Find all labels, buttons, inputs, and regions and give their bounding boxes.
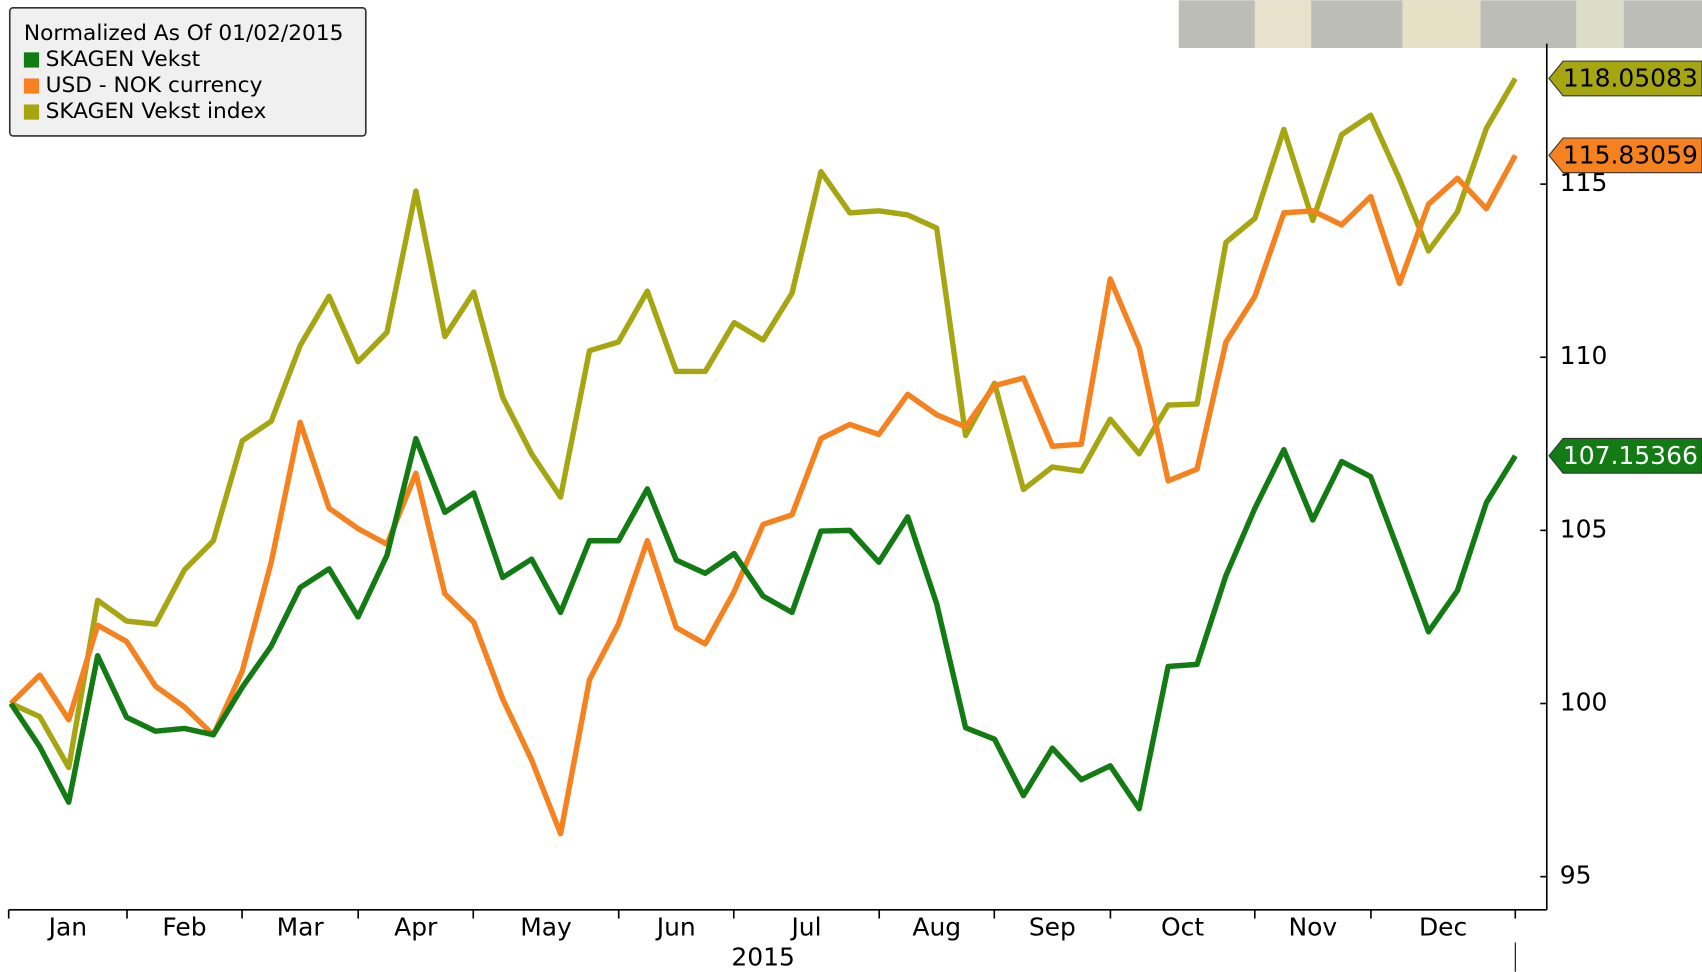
x-tick-label: Mar <box>277 912 325 941</box>
x-axis-label: 2015 <box>731 943 795 972</box>
legend-swatch <box>24 78 39 93</box>
series-line <box>11 78 1515 767</box>
x-tick-label: Oct <box>1161 912 1204 941</box>
x-tick-label: Jun <box>655 912 696 941</box>
photo <box>1179 0 1702 48</box>
legend-label: SKAGEN Vekst index <box>46 99 267 124</box>
x-tick-label: Nov <box>1289 912 1338 941</box>
x-tick-label: Dec <box>1419 912 1467 941</box>
legend-swatch <box>24 52 39 67</box>
chart: 95100105110115JanFebMarAprMayJunJulAugSe… <box>0 0 1702 972</box>
legend: Normalized As Of 01/02/2015 SKAGEN Vekst… <box>10 8 366 136</box>
legend-title: Normalized As Of 01/02/2015 <box>24 21 344 46</box>
x-tick-label: Jan <box>47 912 87 941</box>
legend-swatch <box>24 104 39 119</box>
last-value-label: 115.83059 <box>1563 140 1698 169</box>
last-value-label: 107.15366 <box>1563 441 1698 470</box>
legend-label: USD - NOK currency <box>46 73 263 98</box>
x-tick-label: May <box>520 912 572 941</box>
y-tick-label: 110 <box>1560 341 1608 370</box>
x-tick-label: Sep <box>1029 912 1076 941</box>
y-tick-label: 100 <box>1560 688 1608 717</box>
series-line <box>11 439 1515 809</box>
x-tick-label: Jul <box>789 912 821 941</box>
series-line <box>11 155 1515 833</box>
x-tick-label: Feb <box>162 912 206 941</box>
legend-label: SKAGEN Vekst <box>46 47 201 72</box>
x-tick-label: Apr <box>394 912 438 941</box>
last-value-label: 118.05083 <box>1563 64 1698 93</box>
y-tick-label: 105 <box>1560 514 1608 543</box>
y-tick-label: 95 <box>1560 861 1592 890</box>
x-tick-label: Aug <box>912 912 961 941</box>
